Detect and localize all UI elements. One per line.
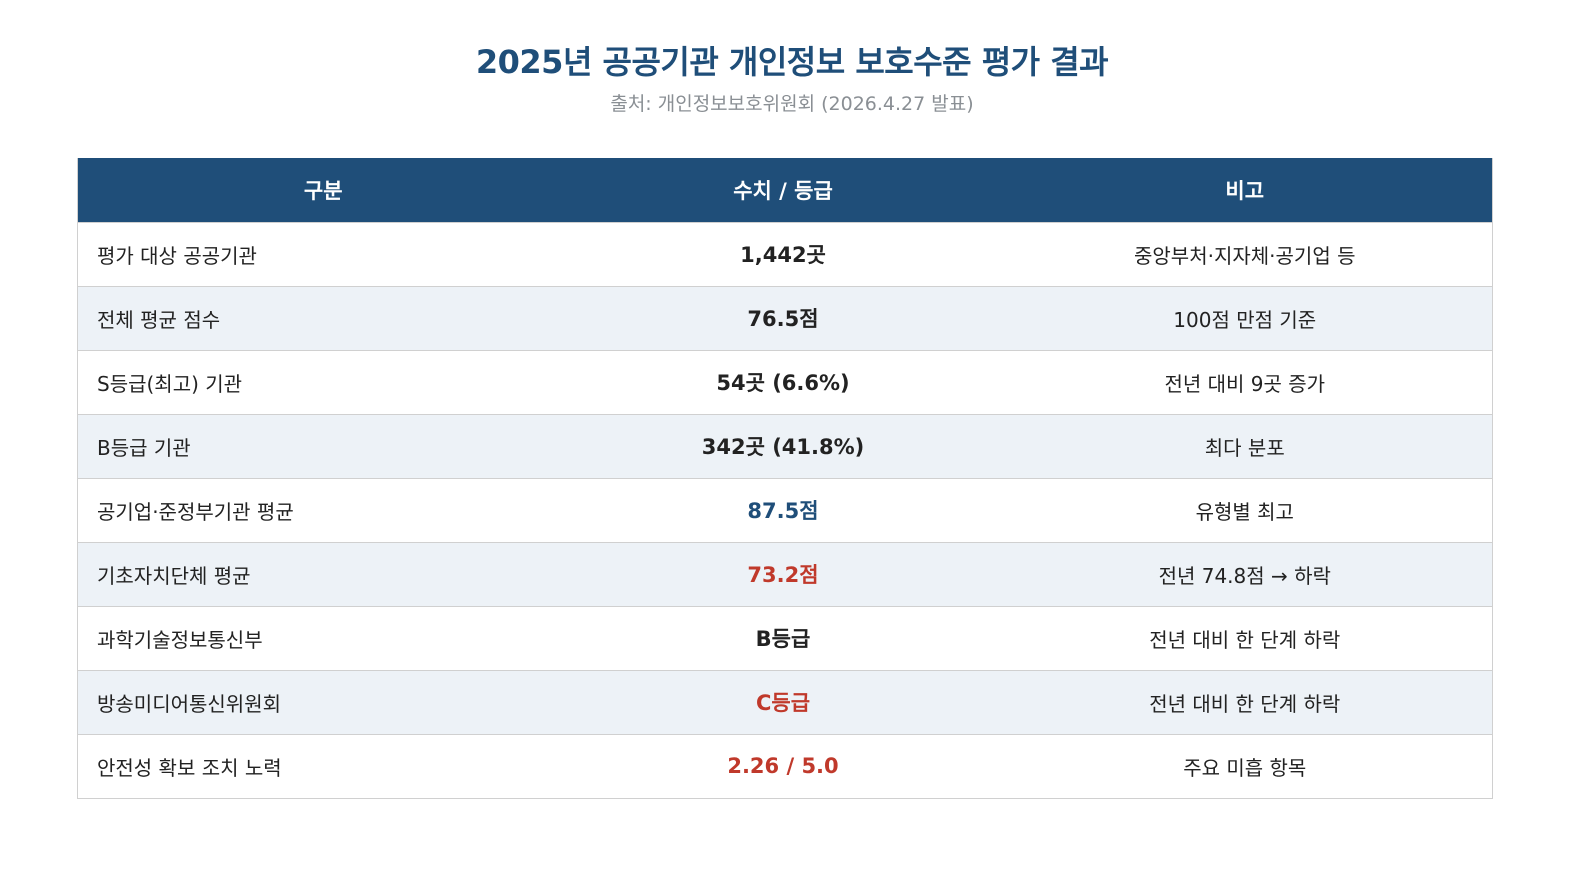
row-label: B등급 기관 [97,435,191,460]
results-table: 구분 수치 / 등급 비고 평가 대상 공공기관 1,442곳 중앙부처·지자체… [77,158,1493,799]
row-note: 중앙부처·지자체·공기업 등 [1134,243,1356,268]
column-header-category: 구분 [303,178,343,203]
row-note: 100점 만점 기준 [1173,307,1317,332]
row-value: 54곳 (6.6%) [716,371,850,395]
table-header-row: 구분 수치 / 등급 비고 [77,158,1493,222]
row-value: 1,442곳 [740,243,826,267]
row-note: 전년 대비 한 단계 하락 [1149,691,1341,716]
row-note: 최다 분포 [1204,435,1285,460]
row-label: 방송미디어통신위원회 [97,691,281,716]
row-label: 공기업·준정부기관 평균 [97,499,294,524]
row-label: 과학기술정보통신부 [97,627,263,652]
table-row: B등급 기관 342곳 (41.8%) 최다 분포 [77,414,1493,478]
row-label: S등급(최고) 기관 [97,371,243,396]
table-row: 과학기술정보통신부 B등급 전년 대비 한 단계 하락 [77,606,1493,670]
row-label: 안전성 확보 조치 노력 [97,755,282,780]
table-row: 방송미디어통신위원회 C등급 전년 대비 한 단계 하락 [77,670,1493,734]
table-row: 기초자치단체 평균 73.2점 전년 74.8점 → 하락 [77,542,1493,606]
row-note: 전년 대비 9곳 증가 [1164,371,1326,396]
row-value-highlight-red: 2.26 / 5.0 [727,754,839,778]
row-note: 전년 대비 한 단계 하락 [1149,627,1341,652]
row-label: 전체 평균 점수 [97,307,221,332]
row-value-highlight-red: 73.2점 [747,563,819,587]
row-label: 평가 대상 공공기관 [97,243,257,268]
row-value-highlight-blue: 87.5점 [747,499,819,523]
row-value: 342곳 (41.8%) [701,435,865,459]
table-row: 안전성 확보 조치 노력 2.26 / 5.0 주요 미흡 항목 [77,734,1493,798]
table-row: 평가 대상 공공기관 1,442곳 중앙부처·지자체·공기업 등 [77,222,1493,286]
source-caption: 출처: 개인정보보호위원회 (2026.4.27 발표) [610,93,974,115]
row-note: 전년 74.8점 → 하락 [1158,563,1331,588]
row-value-highlight-red: C등급 [755,691,811,715]
row-label: 기초자치단체 평균 [97,563,251,588]
column-header-note: 비고 [1225,178,1265,203]
table-row: 공기업·준정부기관 평균 87.5점 유형별 최고 [77,478,1493,542]
row-note: 유형별 최고 [1195,499,1294,524]
row-value: B등급 [755,627,811,651]
table-row: S등급(최고) 기관 54곳 (6.6%) 전년 대비 9곳 증가 [77,350,1493,414]
table-row: 전체 평균 점수 76.5점 100점 만점 기준 [77,286,1493,350]
row-value: 76.5점 [747,307,819,331]
column-header-value: 수치 / 등급 [733,178,833,203]
page-title: 2025년 공공기관 개인정보 보호수준 평가 결과 [475,43,1109,81]
row-note: 주요 미흡 항목 [1183,755,1307,780]
